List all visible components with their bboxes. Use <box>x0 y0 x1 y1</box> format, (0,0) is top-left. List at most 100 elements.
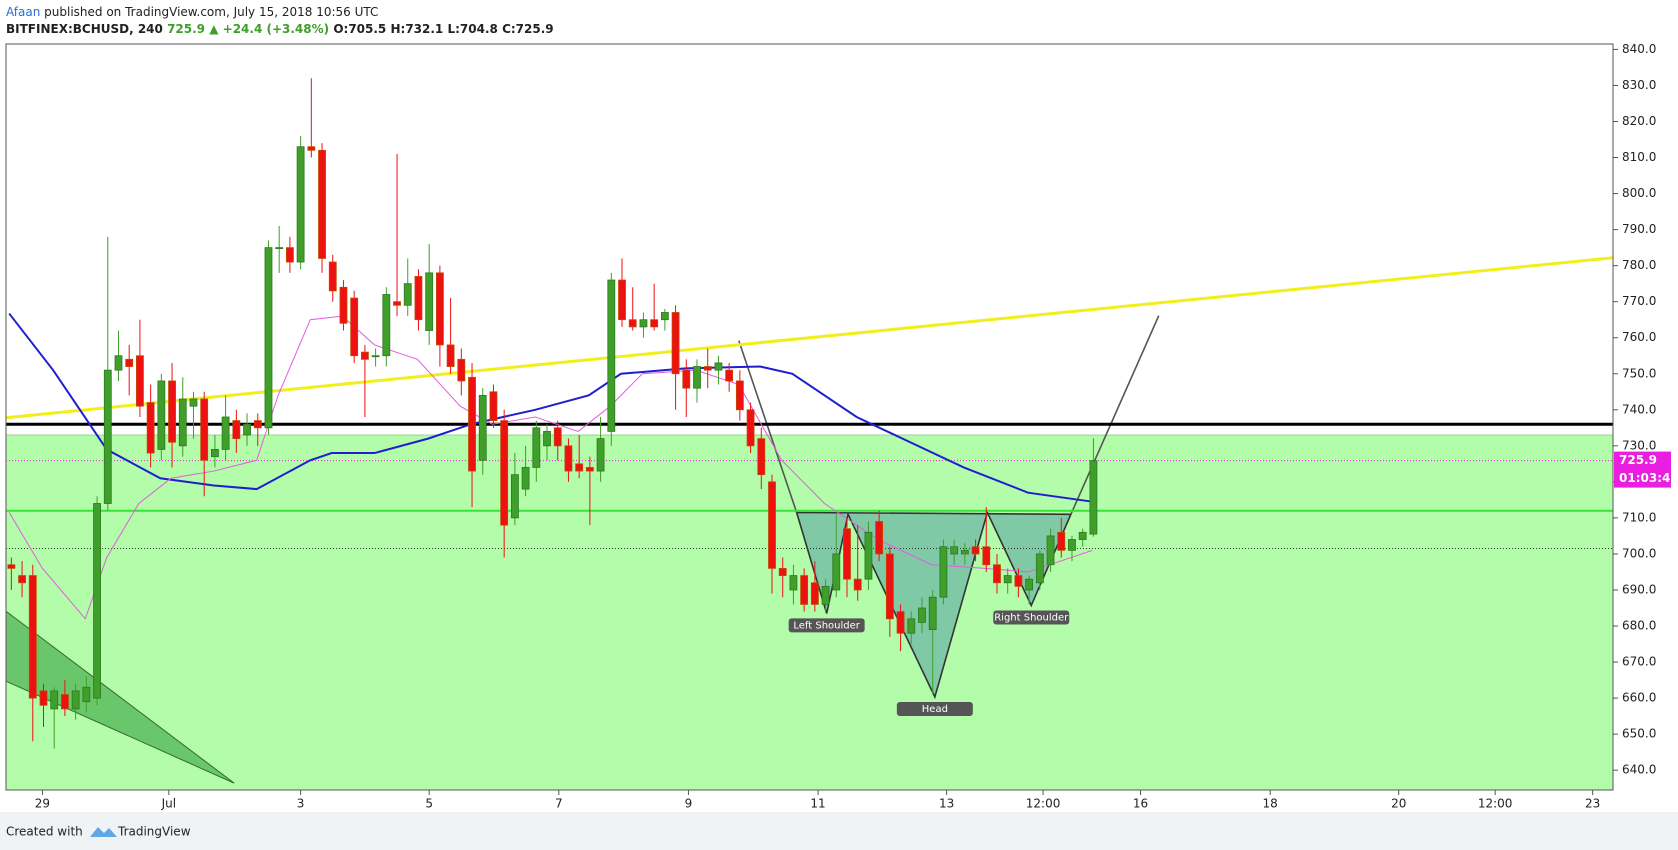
candle-body <box>810 582 819 605</box>
x-tick-label: Jul <box>161 797 176 811</box>
candle-body <box>746 409 755 447</box>
candle-body <box>982 546 991 566</box>
candle-body <box>864 531 873 580</box>
candle-body <box>639 319 648 328</box>
candle-body <box>50 690 59 710</box>
candle-body <box>211 449 219 458</box>
candle-body <box>896 611 905 634</box>
x-tick-label: 11 <box>810 797 825 811</box>
candle-body <box>435 272 444 346</box>
pattern-label: Head <box>922 704 948 715</box>
candle-body <box>768 481 776 569</box>
candle-body <box>18 575 26 584</box>
x-tick-label: 3 <box>297 797 305 811</box>
candle-body <box>478 394 487 461</box>
candle-body <box>221 416 230 450</box>
candle-body <box>318 149 326 259</box>
candle-body <box>832 553 841 591</box>
candle-body <box>1068 539 1076 551</box>
candle-body <box>618 279 626 321</box>
candle-body <box>510 474 519 519</box>
ohlc-low: L:704.8 <box>447 22 497 36</box>
candle-body <box>82 686 91 703</box>
candle-body <box>103 369 112 504</box>
candle-body <box>532 427 541 468</box>
x-tick-label: 9 <box>685 797 693 811</box>
trendline <box>5 256 1614 420</box>
y-tick-label: 840.0 <box>1622 42 1656 56</box>
x-tick-label: 13 <box>939 797 954 811</box>
x-tick-label: 18 <box>1263 797 1278 811</box>
plot-frame <box>5 43 1614 791</box>
y-tick-label: 670.0 <box>1622 655 1656 669</box>
y-tick-label: 660.0 <box>1622 691 1656 705</box>
pattern-label: Right Shoulder <box>994 612 1069 623</box>
candle-body <box>1046 535 1055 566</box>
candle-body <box>28 575 37 699</box>
candle-body <box>264 247 273 429</box>
candle-body <box>189 398 198 407</box>
candle-body <box>671 312 680 375</box>
x-tick-label: 5 <box>425 797 433 811</box>
logo[interactable] <box>90 827 117 837</box>
y-tick-label: 800.0 <box>1622 186 1656 200</box>
x-tick-label: 23 <box>1585 797 1600 811</box>
candle-body <box>821 585 830 605</box>
candle-body <box>93 503 101 699</box>
candle-body <box>939 546 948 598</box>
ohlc-high: H:732.1 <box>390 22 443 36</box>
y-tick-label: 710.0 <box>1622 510 1656 524</box>
label-box <box>788 618 865 633</box>
candle-body <box>1014 575 1023 587</box>
candle-body <box>146 402 155 454</box>
y-tick-label: 810.0 <box>1622 150 1656 164</box>
candle-body <box>575 463 584 472</box>
label-box <box>896 702 973 717</box>
candle-body <box>735 380 744 411</box>
label-box <box>993 610 1070 625</box>
candle-body <box>350 297 359 357</box>
candle-body <box>650 319 659 328</box>
candle-body <box>703 366 712 371</box>
zone <box>5 434 1614 791</box>
y-tick-label: 640.0 <box>1622 763 1656 777</box>
candle-body <box>596 438 605 472</box>
candle-body <box>1025 578 1034 591</box>
candle-body <box>7 564 16 569</box>
candle-body <box>725 369 734 382</box>
moving-average <box>8 312 1093 503</box>
change: ▲ +24.4 (+3.48%) <box>209 22 329 36</box>
candle-body <box>521 467 530 490</box>
y-tick-label: 830.0 <box>1622 78 1656 92</box>
y-tick-label: 820.0 <box>1622 114 1656 128</box>
last: 725.9 <box>167 22 205 36</box>
y-tick-label: 750.0 <box>1622 366 1656 380</box>
candle-body <box>243 423 251 436</box>
x-tick-label: 29 <box>35 797 50 811</box>
candle-body <box>778 567 787 576</box>
y-tick-label: 740.0 <box>1622 402 1656 416</box>
candle-body <box>1035 553 1044 584</box>
candle-body <box>275 247 284 250</box>
y-tick-label: 680.0 <box>1622 619 1656 633</box>
author[interactable]: Afaan <box>6 5 40 19</box>
candle-body <box>1078 531 1087 540</box>
footer-brand[interactable]: TradingView <box>117 825 191 839</box>
candle-body <box>800 575 809 605</box>
candle-body <box>885 553 894 620</box>
candle-body <box>403 283 412 306</box>
footer-created: Created with <box>6 825 83 839</box>
candle-body <box>339 286 348 324</box>
candle-body <box>468 376 476 472</box>
y-tick-label: 790.0 <box>1622 222 1656 236</box>
candle-body <box>1003 575 1012 584</box>
candle-body <box>382 294 391 357</box>
candle-body <box>125 358 134 367</box>
ohlc-close: C:725.9 <box>502 22 554 36</box>
plot: Left Shoulder Head Right Shoulder <box>5 78 1614 791</box>
candle-body <box>843 528 851 580</box>
candle-body <box>1057 531 1066 551</box>
y-tick-label: 650.0 <box>1622 727 1656 741</box>
candle-body <box>71 690 80 710</box>
projection-line <box>738 340 798 513</box>
